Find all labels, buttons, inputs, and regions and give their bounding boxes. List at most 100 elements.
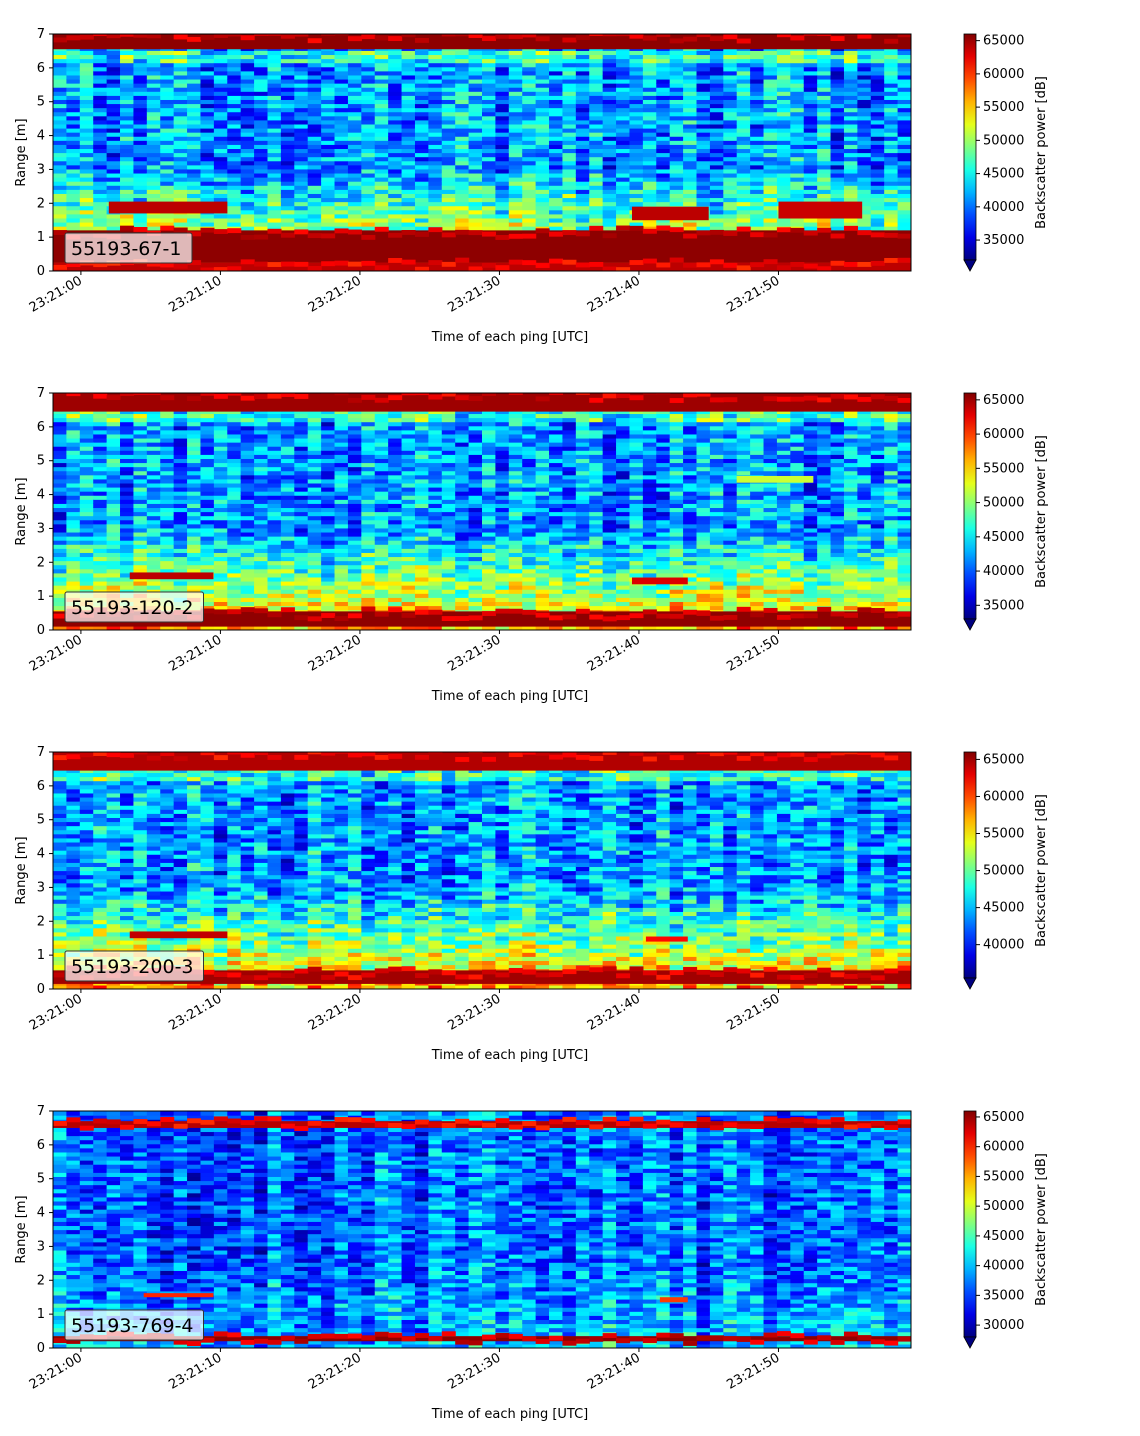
axes-frame	[52, 392, 912, 631]
y-tick-label: 0	[37, 982, 45, 997]
y-tick-label: 0	[37, 623, 45, 638]
heatmap-image	[53, 393, 911, 630]
target-patch-3	[736, 475, 814, 483]
y-tick-label: 5	[37, 1172, 45, 1187]
target-patch-1	[143, 1293, 214, 1298]
y-tick-label: 0	[37, 264, 45, 279]
y-tick-label: 4	[37, 488, 45, 503]
y-axis-label: Range [m]	[14, 477, 29, 545]
x-tick-label: 23:21:20	[306, 1350, 364, 1392]
y-tick-label: 6	[37, 1138, 45, 1153]
x-tick-label: 23:21:20	[306, 991, 364, 1033]
y-tick-label: 4	[37, 1206, 45, 1221]
colorbar-tick-label: 50000	[983, 133, 1024, 148]
x-tick-label: 23:21:30	[445, 1350, 503, 1392]
y-tick-label: 6	[37, 61, 45, 76]
target-patch-1	[129, 931, 228, 939]
colorbar-extend-min	[963, 1336, 977, 1349]
x-axis-label: Time of each ping [UTC]	[431, 330, 589, 345]
y-tick-label: 0	[37, 1341, 45, 1356]
colorbar-tick-label: 55000	[983, 1169, 1024, 1184]
colorbar-tick-label: 60000	[983, 789, 1024, 804]
colorbar-tick-label: 65000	[983, 34, 1024, 49]
colorbar-tick-label: 65000	[983, 752, 1024, 767]
colorbar-tick-label: 45000	[983, 530, 1024, 545]
x-tick-label: 23:21:00	[27, 991, 85, 1033]
colorbar-tick-label: 30000	[983, 1318, 1024, 1333]
axes-frame	[52, 1110, 912, 1349]
y-axis-label: Range [m]	[14, 1195, 29, 1263]
x-tick-label: 23:21:30	[445, 632, 503, 674]
y-tick-label: 1	[37, 1307, 45, 1322]
colorbar-tick-label: 40000	[983, 938, 1024, 953]
colorbar-tick-label: 65000	[983, 393, 1024, 408]
colorbar-tick-label: 50000	[983, 1199, 1024, 1214]
x-tick-label: 23:21:00	[27, 273, 85, 315]
y-tick-label: 6	[37, 420, 45, 435]
y-tick-label: 2	[37, 914, 45, 929]
colorbar-tick-label: 55000	[983, 100, 1024, 115]
x-tick-label: 23:21:50	[724, 991, 782, 1033]
x-axis-label: Time of each ping [UTC]	[431, 689, 589, 704]
axes-frame	[52, 751, 912, 990]
colorbar-tick-label: 35000	[983, 598, 1024, 613]
y-tick-label: 7	[37, 27, 45, 42]
colorbar-tick-label: 55000	[983, 461, 1024, 476]
y-tick-label: 3	[37, 880, 45, 895]
x-tick-label: 23:21:40	[585, 273, 643, 315]
colorbar-tick-label: 45000	[983, 1229, 1024, 1244]
target-patch-1	[108, 201, 228, 214]
station-label: 55193-120-2	[64, 591, 204, 623]
target-patch-2	[659, 1297, 688, 1303]
y-tick-label: 2	[37, 196, 45, 211]
x-tick-label: 23:21:40	[585, 1350, 643, 1392]
y-tick-label: 1	[37, 948, 45, 963]
colorbar-label: Backscatter power [dB]	[1034, 1153, 1049, 1306]
x-tick-label: 23:21:10	[166, 632, 224, 674]
colorbar-tick-label: 55000	[983, 827, 1024, 842]
colorbar-tick-label: 50000	[983, 864, 1024, 879]
colorbar-tick-label: 35000	[983, 1288, 1024, 1303]
y-tick-label: 5	[37, 454, 45, 469]
x-tick-label: 23:21:30	[445, 273, 503, 315]
y-tick-label: 1	[37, 589, 45, 604]
y-tick-label: 7	[37, 1104, 45, 1119]
panel-1: 0 1 2 3 4 5 6 7 23:21:00 23:21:10 23:21:20 23:21:30…	[14, 27, 1049, 345]
x-axis-label: Time of each ping [UTC]	[431, 1048, 589, 1063]
y-tick-label: 3	[37, 521, 45, 536]
colorbar-label: Backscatter power [dB]	[1034, 76, 1049, 229]
colorbar-tick-label: 35000	[983, 233, 1024, 248]
heatmap-image	[53, 1111, 911, 1348]
colorbar: 35000 40000 45000 50000 55000 60000 65000 Backs…	[963, 392, 1049, 631]
heatmap-image	[53, 752, 911, 989]
y-tick-label: 1	[37, 230, 45, 245]
x-tick-label: 23:21:10	[166, 1350, 224, 1392]
colorbar-tick-label: 60000	[983, 427, 1024, 442]
y-axis-label: Range [m]	[14, 118, 29, 186]
x-tick-label: 23:21:20	[306, 632, 364, 674]
x-tick-label: 23:21:10	[166, 991, 224, 1033]
y-tick-label: 7	[37, 386, 45, 401]
y-tick-label: 5	[37, 813, 45, 828]
target-patch-1	[129, 572, 214, 580]
y-tick-label: 2	[37, 555, 45, 570]
panel-4: 0 1 2 3 4 5 6 7 23:21:00 23:21:10 23:21:20 23:21:30…	[14, 1104, 1049, 1422]
colorbar-tick-label: 60000	[983, 1140, 1024, 1155]
x-tick-label: 23:21:50	[724, 273, 782, 315]
y-axis-label: Range [m]	[14, 836, 29, 904]
colorbar-tick-label: 60000	[983, 67, 1024, 82]
x-tick-label: 23:21:50	[724, 632, 782, 674]
colorbar-label: Backscatter power [dB]	[1034, 435, 1049, 588]
colorbar-label: Backscatter power [dB]	[1034, 794, 1049, 947]
svg-text:55193-67-1: 55193-67-1	[71, 238, 181, 260]
target-patch-2	[631, 577, 688, 585]
target-patch-2	[631, 206, 709, 221]
axes-frame	[52, 33, 912, 272]
y-tick-label: 6	[37, 779, 45, 794]
colorbar-tick-label: 40000	[983, 564, 1024, 579]
station-label: 55193-769-4	[64, 1309, 204, 1341]
x-tick-label: 23:21:20	[306, 273, 364, 315]
colorbar: 35000 40000 45000 50000 55000 60000 65000 Backs…	[963, 33, 1049, 272]
colorbar-tick-label: 45000	[983, 901, 1024, 916]
y-tick-label: 2	[37, 1273, 45, 1288]
